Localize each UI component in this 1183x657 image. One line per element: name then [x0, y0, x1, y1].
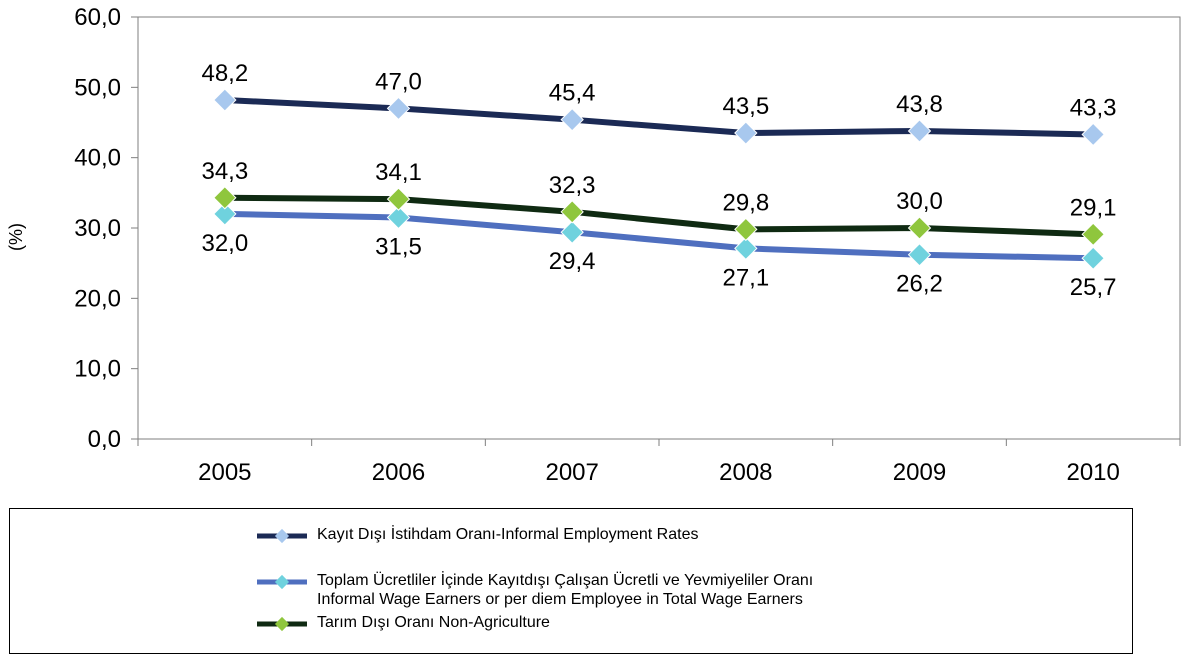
- series-line: [221, 194, 1097, 238]
- y-axis-ticks: 0,0 10,0 20,0 30,0 40,0 50,0 60,0: [74, 4, 138, 453]
- data-label: 32,0: [201, 230, 248, 257]
- data-point-marker: [734, 121, 758, 145]
- data-point-marker: [560, 200, 584, 224]
- data-label: 30,0: [896, 188, 943, 215]
- data-point-marker: [560, 220, 584, 244]
- data-point-marker: [386, 187, 411, 211]
- data-label: 47,0: [375, 68, 422, 95]
- legend-swatch-wage-earners: [255, 571, 309, 593]
- series-line: [221, 210, 1097, 262]
- data-label: 34,1: [375, 159, 422, 186]
- x-tick-label: 2006: [372, 459, 425, 486]
- legend-label-non-agriculture: Tarım Dışı Oranı Non-Agriculture: [317, 614, 550, 631]
- data-label: 34,3: [201, 158, 248, 185]
- data-label: 43,3: [1070, 94, 1117, 121]
- data-point-marker: [907, 243, 932, 267]
- x-tick-label: 2009: [893, 459, 946, 486]
- data-point-marker: [907, 216, 932, 240]
- x-tick-label: 2005: [198, 459, 251, 486]
- data-point-marker: [213, 202, 237, 226]
- y-tick-label: 20,0: [74, 285, 121, 312]
- series-line: [221, 96, 1097, 138]
- x-tick-label: 2007: [545, 459, 598, 486]
- data-label: 26,2: [896, 271, 943, 298]
- legend-swatch-non-agriculture: [255, 613, 309, 635]
- x-axis-ticks: 2005 2006 2007 2008 2009 2010: [137, 439, 1181, 486]
- data-point-marker: [1081, 246, 1105, 270]
- legend-label-informal-employment: Kayıt Dışı İstihdam Oranı-Informal Emplo…: [317, 526, 699, 543]
- y-tick-label: 10,0: [74, 356, 121, 383]
- y-tick-label: 0,0: [88, 426, 121, 453]
- x-tick-label: 2008: [719, 459, 772, 486]
- data-label: 29,1: [1070, 194, 1117, 221]
- data-label: 25,7: [1070, 274, 1117, 301]
- data-point-marker: [560, 107, 584, 132]
- data-label: 32,3: [549, 172, 596, 199]
- data-label: 43,5: [722, 93, 769, 120]
- chart-series: 32,0 31,5 29,4 27,1 26,2 25,7 34,3 34,1 32,3 29,8…: [201, 60, 1116, 301]
- data-label: 29,8: [722, 189, 769, 216]
- data-point-marker: [734, 236, 758, 261]
- plot-area-border: [137, 16, 1181, 440]
- chart-axes: [137, 16, 1181, 440]
- data-point-marker: [213, 88, 237, 112]
- y-tick-label: 40,0: [74, 145, 121, 172]
- data-label: 29,4: [549, 248, 596, 275]
- y-tick-label: 60,0: [74, 4, 121, 31]
- legend-item-non-agriculture: Tarım Dışı Oranı Non-Agriculture: [255, 613, 550, 635]
- legend-label-wage-earners-line1: Toplam Ücretliler İçinde Kayıtdışı Çalış…: [317, 572, 814, 589]
- data-point-marker: [1081, 122, 1105, 147]
- chart-legend: Kayıt Dışı İstihdam Oranı-Informal Emplo…: [9, 508, 1133, 654]
- data-label: 48,2: [201, 60, 248, 87]
- y-tick-label: 50,0: [74, 74, 121, 101]
- data-point-marker: [734, 217, 758, 242]
- data-label: 45,4: [549, 80, 596, 107]
- y-tick-label: 30,0: [74, 215, 121, 242]
- data-point-marker: [1081, 222, 1105, 247]
- data-label: 27,1: [722, 264, 769, 291]
- data-point-marker: [213, 186, 237, 210]
- legend-item-informal-employment: Kayıt Dışı İstihdam Oranı-Informal Emplo…: [255, 525, 698, 547]
- x-tick-label: 2010: [1066, 459, 1119, 486]
- y-axis-label: (%): [6, 223, 26, 251]
- legend-item-wage-earners: Toplam Ücretliler İçinde Kayıtdışı Çalış…: [255, 571, 813, 609]
- legend-swatch-informal-employment: [255, 525, 309, 547]
- line-chart: 0,0 10,0 20,0 30,0 40,0 50,0 60,0 2005 2006 2007…: [6, 4, 1181, 486]
- data-point-marker: [386, 205, 411, 230]
- data-point-marker: [907, 119, 932, 143]
- data-label: 31,5: [375, 233, 422, 260]
- legend-label-wage-earners-line2: Informal Wage Earners or per diem Employ…: [317, 591, 803, 608]
- data-point-marker: [386, 96, 411, 121]
- data-label: 43,8: [896, 91, 943, 118]
